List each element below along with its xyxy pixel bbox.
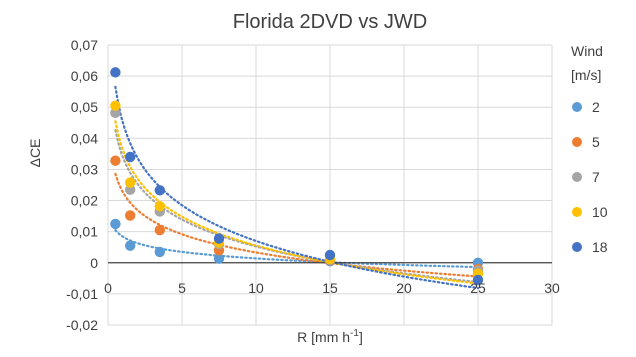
y-tick-label: 0,02 [71, 193, 98, 209]
legend-items: 2 5 7 10 18 [572, 99, 608, 255]
data-point [110, 107, 121, 119]
y-tick-label: 0,01 [71, 224, 98, 240]
x-axis-label-main: R [mm h [297, 329, 350, 345]
y-tick-label: -0,02 [66, 317, 98, 333]
data-point [154, 246, 165, 258]
y-tick-label: 0 [90, 255, 98, 271]
data-point [154, 200, 165, 212]
chart-title: Florida 2DVD vs JWD [233, 11, 427, 33]
x-tick-label: 10 [248, 280, 264, 296]
trendline [114, 172, 480, 278]
data-point [125, 240, 136, 251]
data-point [125, 151, 136, 163]
data-point [472, 274, 484, 286]
data-point [110, 67, 121, 78]
data-point [110, 100, 121, 111]
x-tick-label: 5 [178, 280, 186, 296]
x-tick-label: 15 [322, 280, 338, 296]
legend-label: 7 [592, 169, 600, 185]
y-axis-label: ΔCE [27, 139, 43, 168]
legend-marker [572, 137, 582, 147]
x-axis-label: R [mm h-1] [297, 328, 363, 345]
trendline [114, 229, 480, 269]
data-point [324, 249, 336, 261]
y-tick-label: 0,07 [71, 37, 98, 53]
y-tick-label: 0,03 [71, 161, 98, 177]
data-point [154, 185, 165, 196]
y-tick-label: 0,04 [71, 130, 98, 146]
x-tick-label: 25 [470, 280, 486, 296]
data-point [125, 210, 136, 221]
y-tick-label: 0,06 [71, 68, 98, 84]
legend-label: 5 [592, 134, 600, 150]
x-axis-label-superscript: -1 [350, 328, 359, 339]
legend-marker [572, 242, 582, 252]
legend-marker [572, 172, 582, 182]
trendline [114, 85, 480, 290]
trendline [114, 120, 480, 285]
x-tick-label: 0 [104, 280, 112, 296]
x-axis-label-end: ] [359, 329, 363, 345]
legend-label: 2 [592, 99, 600, 115]
data-point [154, 224, 165, 236]
data-point [125, 177, 136, 188]
gridlines [107, 44, 553, 326]
trendlines [114, 85, 480, 290]
legend-label: 18 [592, 239, 608, 255]
data-point [125, 184, 136, 195]
y-tick-labels: -0,02 -0,01 0 0,01 0,02 0,03 0,04 0,05 0,06 0,07 [66, 37, 98, 333]
y-tick-label: -0,01 [66, 286, 98, 302]
legend-marker [572, 207, 582, 217]
data-point [213, 253, 225, 264]
legend-marker [572, 102, 582, 112]
legend: Wind [m/s] 2 5 7 10 18 [571, 43, 608, 255]
legend-label: 10 [592, 204, 608, 220]
data-point [110, 155, 121, 166]
x-tick-label: 30 [544, 280, 560, 296]
legend-title-line1: Wind [571, 43, 603, 59]
legend-title-line2: [m/s] [571, 67, 601, 83]
x-tick-label: 20 [396, 280, 412, 296]
data-point [110, 218, 121, 230]
data-points [110, 67, 484, 286]
y-tick-label: 0,05 [71, 99, 98, 115]
x-tick-labels: 0 5 10 15 20 25 30 [104, 280, 560, 296]
data-point [213, 233, 225, 244]
